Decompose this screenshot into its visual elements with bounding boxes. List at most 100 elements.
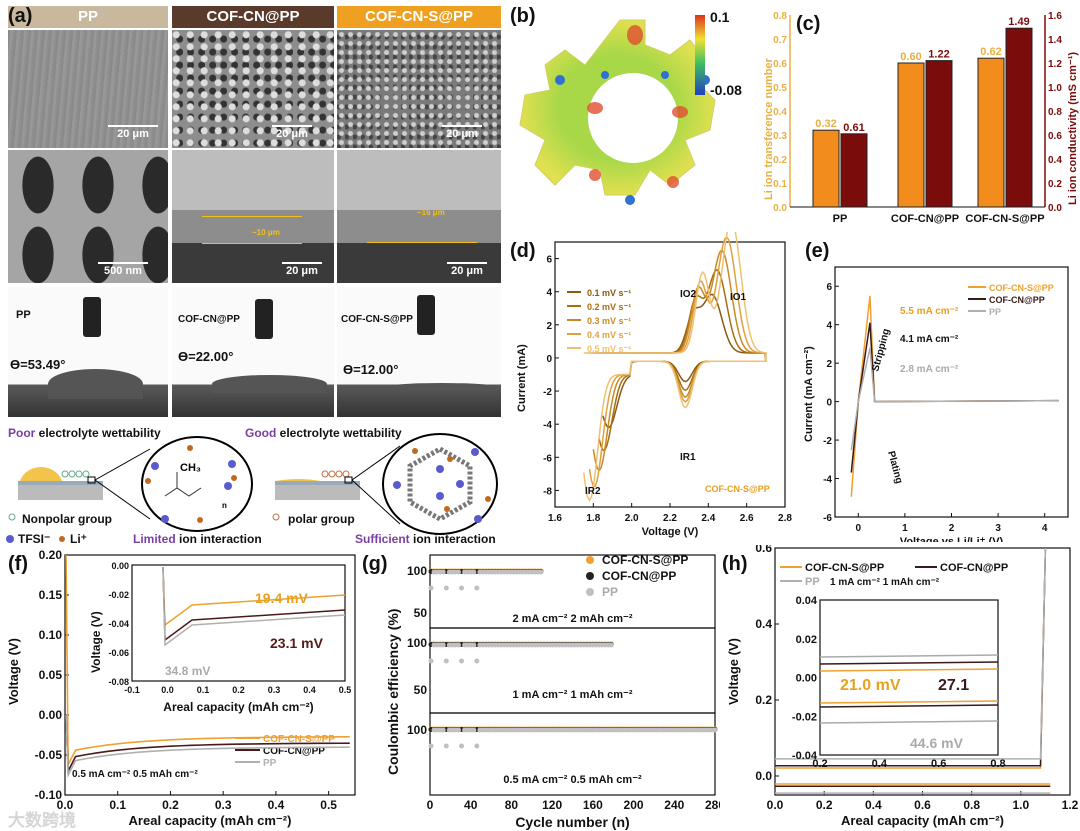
header-pp: PP [8,6,168,28]
legend-label: COF-CN-S@PP [602,553,688,567]
x-tick-label: 0.4 [268,798,285,812]
ch3-label: CH₃ [180,462,201,474]
bar-label: 0.61 [843,122,864,134]
contact-angle-cof-cn: COF-CN@PP ϴ=22.00° [172,287,334,417]
li-label: Li⁺ [70,532,87,546]
poor-text: Poor [8,426,36,440]
panel-label-b: (b) [510,5,536,27]
legend-label: PP [263,758,277,769]
voltage-curve [65,554,350,765]
inset-x-tick-label: 0.4 [303,685,316,695]
bar-label: 1.49 [1008,16,1029,28]
x-axis-title: Voltage (V) [642,526,699,538]
legend-label: COF-CN@PP [940,562,1008,574]
x-tick-label: 2.8 [778,513,792,524]
peak-label: IR1 [680,452,696,463]
contact-angle-label: ϴ=22.00° [178,349,234,364]
x-tick-label: 2.4 [701,513,715,524]
data-point [440,727,446,733]
x-tick-label: 2.0 [625,513,639,524]
sem-top-pp: 20 μm [8,30,168,148]
chart-f: (f) 0.0 0.1 0.2 0.3 0.4 0.5 -0.10 -0.05 0.00 0.05 0… [6,548,356,828]
y-tick-label: -4 [823,475,832,486]
x-tick-label: 0.0 [57,798,74,812]
y-tick-label: 0.1 [773,179,787,190]
y-tick-label: 0.6 [755,545,772,555]
thickness-label: ~10 μm [252,228,280,237]
panel-label-e: (e) [805,240,829,262]
inset-y-tick-label: -0.02 [108,590,129,600]
inset-y-tick-label: -0.04 [792,750,818,762]
tfsi-label: TFSI⁻ [18,532,51,546]
x-tick-label: 0.3 [215,798,232,812]
x-tick-label: 2.2 [663,513,677,524]
nonpolar-label: Nonpolar group [22,512,112,526]
contact-angle-label: ϴ=53.49° [10,357,66,372]
limited-text: Limited [133,532,176,546]
data-point [608,642,614,648]
y-tick-label: 0.7 [773,35,787,46]
x-tick-label: 2 [949,523,955,534]
panel-label-c: (c) [796,13,820,35]
sem-cross-cof-cn: ~10 μm 20 μm [172,150,334,283]
y2-axis-title: Li ion conductivity (mS cm⁻¹) [1067,52,1079,205]
y-tick-label: 0.2 [773,155,787,166]
legend-label: 0.3 mV s⁻¹ [587,316,631,326]
bar [1005,27,1033,208]
peak-label: IO1 [730,292,747,303]
legend-label: PP [602,585,618,599]
sample-label: PP [16,309,31,321]
y-tick-label: 0.20 [39,548,63,562]
x-axis-title: Cycle number (n) [515,814,629,830]
y-tick-label: 2 [546,321,552,332]
x-axis-title: Areal capacity (mAh cm⁻²) [841,813,1004,828]
scale-bar: 500 nm [98,262,148,277]
inset-y-tick-label: -0.06 [108,648,129,658]
legend-label: 0.1 mV s⁻¹ [587,288,631,298]
panel-label-a: (a) [8,5,33,27]
x-tick-label: 1.0 [1012,798,1029,812]
annotation: 5.5 mA cm⁻² [900,306,959,317]
y2-tick-label: 1.4 [1048,35,1062,46]
x-tick-label: 160 [583,798,603,812]
wettability-schematic: Poor electrolyte wettability Good electr… [0,424,505,548]
data-point [428,743,434,749]
condition-label: 0.5 mA cm⁻² 0.5 mAh cm⁻² [503,774,642,786]
y-tick-label: 0.05 [39,668,63,682]
x-tick-label: 200 [624,798,644,812]
colorbar-max: 0.1 [710,9,730,25]
bar-label: 0.32 [815,118,836,130]
y-tick-label: 0.4 [755,617,772,631]
inset-x-tick-label: -0.1 [124,685,140,695]
x-tick-label: COF-CN@PP [891,213,959,225]
x-tick-label: 120 [542,798,562,812]
condition-label: 0.5 mA cm⁻² 0.5 mAh cm⁻² [72,769,198,780]
panel-a: PP COF-CN@PP COF-CN-S@PP (a) 20 μm 20 μm… [0,0,505,420]
bar [812,129,840,208]
x-tick-label: PP [833,213,848,225]
plot-frame [131,564,346,682]
inset-x-tick-label: 0.0 [161,685,174,695]
x-tick-label: 1.8 [586,513,600,524]
y2-tick-label: 0.4 [1048,155,1062,166]
inset-label: 27.1 [938,677,969,694]
y-tick-label: 0.4 [773,107,787,118]
x-tick-label: 1.2 [1062,798,1079,812]
data-point [474,658,480,664]
inset-curve [162,566,346,642]
data-point [459,658,465,664]
bar [897,62,925,208]
ion-interaction-text: ion interaction [409,532,496,546]
ion-interaction-text: ion interaction [175,532,262,546]
inset-curve [819,704,999,708]
condition-label: 1 mA cm⁻² 1 mAh cm⁻² [830,577,940,588]
y-tick-label: -0.05 [35,748,63,762]
inset-curve [162,566,346,647]
data-point [443,585,449,591]
inset-y-tick-label: -0.04 [108,619,129,629]
chart-c: (c) 0.0 0.1 0.2 0.3 0.4 0.5 0.6 0.7 0.8 0.0 0.2 0.4… [763,11,1079,225]
thickness-label: ~16 μm [417,208,445,217]
data-point [443,743,449,749]
y-axis-title: Voltage (V) [726,638,741,705]
x-axis-title: Voltage vs.Li/Li⁺ (V) [900,536,1004,542]
